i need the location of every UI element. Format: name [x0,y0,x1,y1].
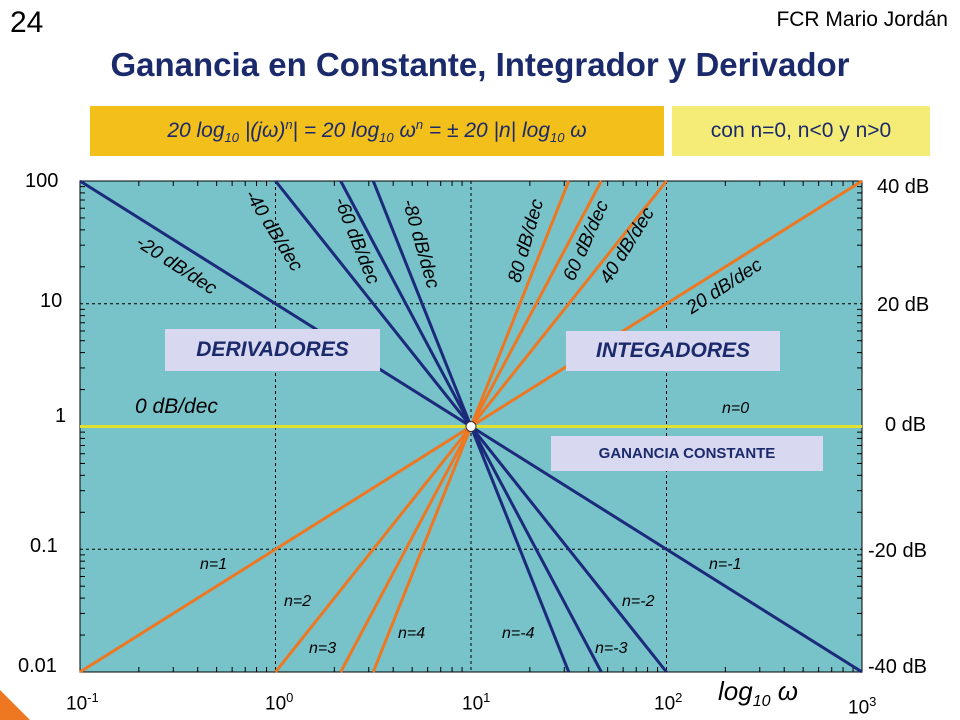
x-tick-1e1: 101 [462,690,491,715]
x-tick-1e0: 100 [265,690,294,715]
n-label-3: n=3 [309,640,337,657]
slide-number: 24 [10,6,44,39]
db-tick-0: 0 dB [885,414,927,436]
x-tick-1e3: 103 [848,694,877,719]
db-tick-minus-20: -20 dB [868,540,927,562]
y-tick-100: 100 [25,170,59,192]
formula-box: 20 log10 |(jω)n| = 20 log10 ωn = ± 20 |n… [90,106,664,156]
y-tick-10: 10 [40,290,63,312]
db-tick-40: 40 dB [877,176,930,198]
x-tick-1e-1: 10-1 [66,690,99,715]
x-tick-1e2: 102 [654,690,683,715]
n-label-0: n=0 [722,400,750,417]
n-label-4: n=4 [398,625,426,642]
y-tick-1: 1 [55,405,67,427]
pivot-point [465,421,477,432]
corner-decoration [0,690,30,720]
n-label-minus-1: n=-1 [709,556,742,573]
y-tick-0-1: 0.1 [30,535,58,557]
x-axis-label: log10 ω [718,676,798,711]
db-tick-20: 20 dB [877,294,930,316]
db-tick-minus-40: -40 dB [868,656,927,678]
ganancia-constante-badge: GANANCIA CONSTANTE [551,436,823,471]
n-label-1: n=1 [200,556,228,573]
integradores-badge: INTEGADORES [566,331,780,371]
slope-label-0: 0 dB/dec [135,395,218,418]
n-label-2: n=2 [284,593,312,610]
cases-note: con n=0, n<0 y n>0 [710,119,892,142]
y-tick-0-01: 0.01 [18,655,57,677]
n-label-minus-4: n=-4 [502,625,535,642]
author-label: FCR Mario Jordán [776,8,948,31]
cases-note-box: con n=0, n<0 y n>0 [672,106,930,156]
n-label-minus-3: n=-3 [595,640,628,657]
formula-text: 20 log10 |(jω)n| = 20 log10 ωn = ± 20 |n… [167,116,587,146]
derivadores-badge: DERIVADORES [165,329,380,371]
n-label-minus-2: n=-2 [622,593,655,610]
slide-title: Ganancia en Constante, Integrador y Deri… [110,46,850,83]
